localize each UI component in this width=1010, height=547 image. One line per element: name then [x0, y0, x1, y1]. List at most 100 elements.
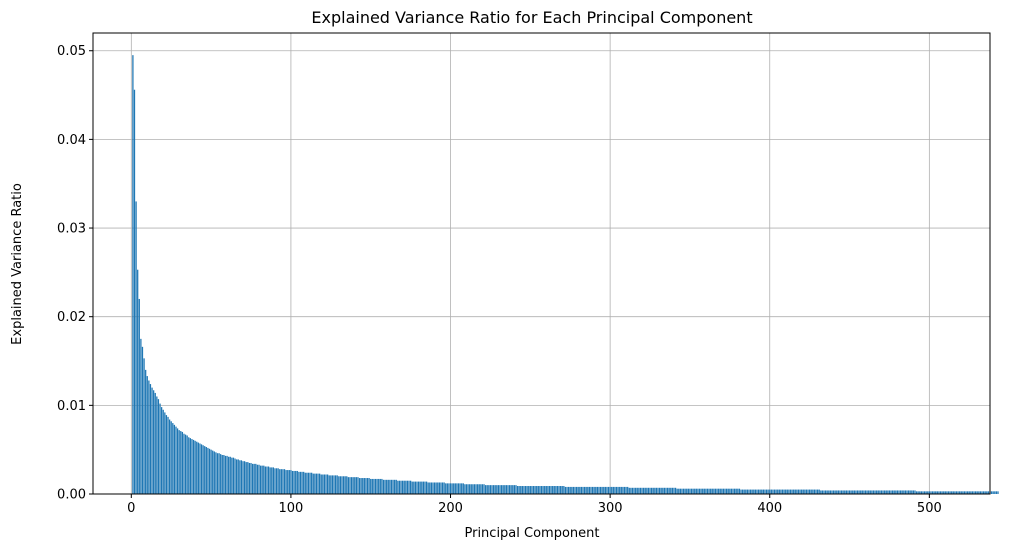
x-tick-label: 100	[279, 501, 304, 516]
bar	[151, 387, 153, 494]
bar	[417, 481, 420, 494]
bar	[994, 491, 996, 494]
bar	[272, 467, 274, 494]
y-tick-label: 0.02	[57, 310, 86, 325]
bar	[716, 488, 718, 494]
bar	[668, 487, 670, 494]
bar	[796, 489, 798, 494]
bar	[510, 485, 512, 494]
bar	[504, 485, 506, 494]
bar	[236, 459, 238, 494]
bar	[200, 444, 203, 494]
bar	[350, 477, 353, 494]
bar	[172, 423, 174, 494]
bar	[892, 490, 894, 494]
bar	[392, 479, 394, 494]
bar	[464, 484, 466, 494]
bar	[893, 490, 895, 494]
bar	[810, 489, 812, 494]
bar	[872, 490, 875, 494]
bar	[641, 487, 643, 494]
bar	[215, 452, 217, 494]
bar	[809, 489, 811, 494]
bar	[730, 488, 733, 494]
bar	[708, 488, 710, 494]
bar	[355, 477, 357, 494]
bar	[205, 447, 207, 494]
bar	[794, 489, 796, 494]
bar	[394, 479, 396, 494]
bar	[266, 466, 268, 494]
bar	[461, 483, 463, 494]
bar	[935, 491, 937, 494]
bar	[609, 486, 611, 494]
bar	[178, 430, 180, 494]
bar	[836, 490, 838, 494]
bar	[448, 483, 450, 494]
bar	[188, 437, 190, 494]
bar	[232, 457, 235, 494]
bar	[895, 490, 897, 494]
bar	[955, 491, 958, 494]
bar	[492, 485, 495, 494]
bar	[880, 490, 883, 494]
bar	[821, 490, 824, 494]
bar	[655, 487, 658, 494]
bar	[365, 478, 367, 494]
bar	[153, 390, 155, 494]
bar	[344, 476, 346, 494]
bar	[465, 484, 468, 494]
bar	[917, 491, 919, 494]
bar	[275, 468, 278, 494]
bar	[890, 490, 892, 494]
bar	[666, 487, 669, 494]
y-tick-label: 0.00	[57, 488, 86, 503]
bar	[829, 490, 832, 494]
bar	[231, 457, 233, 494]
bar	[801, 489, 803, 494]
bar	[770, 489, 772, 494]
bar	[718, 488, 720, 494]
ticks: 0 100 200 300 400 500 0.00 0.01 0.02 0.03 0.04 0.05	[57, 44, 942, 516]
bar	[684, 488, 686, 494]
bar	[414, 481, 417, 494]
bar	[325, 474, 327, 494]
bar	[623, 486, 626, 494]
bar	[558, 486, 560, 494]
bar	[226, 455, 228, 494]
bar	[296, 470, 298, 494]
bar	[914, 490, 916, 494]
bar	[512, 485, 514, 494]
bar	[411, 481, 413, 494]
bar	[944, 491, 946, 494]
bar	[250, 462, 252, 494]
bar	[625, 486, 627, 494]
bar	[852, 490, 854, 494]
bar	[574, 486, 576, 494]
bar	[963, 491, 966, 494]
bar	[449, 483, 452, 494]
bar	[189, 438, 191, 494]
bar	[773, 489, 776, 494]
chart-title: Explained Variance Ratio for Each Princi…	[311, 8, 752, 27]
bar	[523, 486, 525, 494]
bar	[757, 489, 760, 494]
bar	[785, 489, 787, 494]
bar	[366, 478, 369, 494]
bar	[213, 451, 215, 494]
bar	[524, 486, 527, 494]
bar	[635, 487, 637, 494]
bar	[330, 475, 332, 494]
bar	[352, 477, 354, 494]
bar	[531, 486, 533, 494]
bar	[197, 442, 199, 494]
bar	[567, 486, 570, 494]
bar	[346, 476, 348, 494]
bar	[923, 491, 926, 494]
bar	[965, 491, 967, 494]
bar	[839, 490, 841, 494]
bar	[756, 489, 758, 494]
bar	[259, 465, 262, 494]
bar	[470, 484, 472, 494]
